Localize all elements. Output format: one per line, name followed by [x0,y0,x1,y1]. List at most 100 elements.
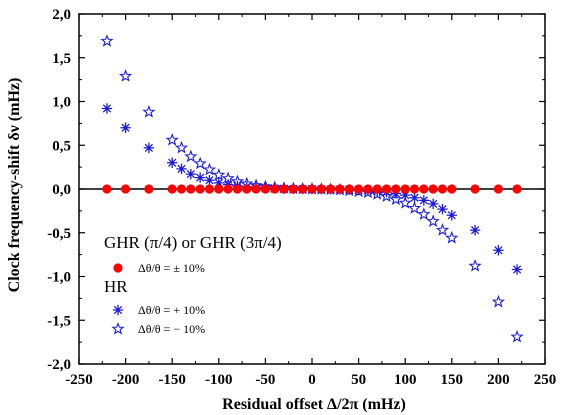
data-point-star [417,207,431,220]
legend-symbol-star [111,322,125,335]
data-point-circle [409,184,420,194]
legend: GHR (π/4) or GHR (3π/4) Δθ/θ = ± 10% HR … [104,233,282,336]
data-point-circle [232,184,243,194]
data-point-star [407,201,422,214]
data-point-circle [167,184,177,194]
data-point-asterisk [418,195,430,206]
x-tick-label: 50 [351,372,366,388]
data-point-star [389,192,403,206]
data-point-star [212,168,226,181]
legend-group-ghr-title: GHR (π/4) or GHR (3π/4) [104,233,282,252]
data-point-asterisk [194,172,206,183]
data-point-asterisk [120,122,131,133]
y-tick-label: 1,0 [52,95,71,111]
data-point-star [445,231,459,244]
data-point-circle [428,184,438,194]
data-point-star [221,171,235,185]
data-point-star [118,69,133,82]
data-point-asterisk [204,175,215,186]
data-point-circle [186,184,196,194]
legend-symbol-asterisk [112,304,124,316]
data-point-circle [279,184,289,194]
y-tick-label: 2,0 [52,7,71,23]
data-point-circle [176,184,187,194]
data-point-circle [121,184,131,194]
x-axis-title: Residual offset Δ/2π (mHz) [222,396,406,413]
data-point-circle [316,184,326,194]
data-point-asterisk [409,192,420,203]
data-point-star [379,189,394,203]
data-point-star [370,187,384,200]
y-tick-label: -0,5 [47,226,71,242]
data-point-star [100,34,114,47]
y-tick-label: -1,0 [47,270,71,286]
x-tick-label: 250 [534,372,557,388]
x-tick-label: -150 [158,372,186,388]
data-point-star [398,196,412,209]
x-tick-label: 100 [394,372,417,388]
data-point-asterisk [511,264,523,275]
data-point-star [230,174,245,188]
y-tick-label: 1,5 [52,51,71,67]
axes-layer: -250 -200 -150 -100 -50 0 50 100 150 200 250 2,0 1,5… [47,7,556,388]
data-point-asterisk [446,210,457,221]
data-point-asterisk [437,203,448,215]
y-tick-label: 0,5 [52,138,71,154]
data-point-circle [372,184,382,194]
data-point-circle [298,184,308,194]
data-point-circle [363,184,373,194]
data-point-star [491,294,506,308]
data-point-star [468,259,482,272]
legend-symbol-circle [113,263,123,273]
data-point-circle [214,184,224,194]
y-axis-title: Clock frequency-shift δν (mHz) [6,78,23,293]
data-point-asterisk [167,157,178,168]
x-tick-label: -50 [255,372,275,388]
data-point-circle [400,184,410,194]
data-point-circle [251,184,261,194]
data-point-circle [512,184,522,194]
data-point-circle [223,184,233,194]
data-point-circle [335,184,345,194]
data-point-circle [344,184,354,194]
data-point-circle [437,184,448,194]
data-point-asterisk [176,163,187,175]
data-marks-layer [100,34,524,343]
data-point-star [174,140,189,154]
y-tick-label: -1,5 [47,313,71,329]
data-point-circle [391,184,401,194]
y-tick-label: 0,0 [52,182,71,198]
data-point-circle [493,184,503,194]
data-point-star [193,156,207,170]
data-point-circle [354,184,364,194]
data-point-circle [470,184,480,194]
data-point-star [426,214,440,227]
data-point-asterisk [427,198,439,210]
data-point-star [184,149,198,163]
data-point-circle [102,184,112,194]
data-point-circle [204,184,215,194]
data-point-circle [144,184,154,194]
data-point-circle [381,184,392,194]
x-tick-label: 0 [308,372,316,388]
x-tick-label: 200 [487,372,510,388]
data-point-circle [195,184,205,194]
series-circle [102,184,522,194]
data-point-asterisk [101,103,113,114]
legend-label-hr-plus: Δθ/θ = + 10% [138,303,205,317]
data-point-asterisk [185,168,197,180]
data-point-circle [326,184,336,194]
data-point-star [142,105,156,118]
data-point-circle [242,184,252,194]
legend-label-hr-minus: Δθ/θ = − 10% [138,322,205,336]
legend-group-hr-title: HR [104,277,128,296]
data-point-asterisk [469,224,481,236]
data-point-asterisk [143,142,155,154]
x-tick-label: -250 [65,372,93,388]
data-point-star [510,329,524,343]
data-point-asterisk [213,177,224,189]
data-point-star [165,133,179,146]
data-point-circle [447,184,457,194]
data-point-circle [288,184,298,194]
